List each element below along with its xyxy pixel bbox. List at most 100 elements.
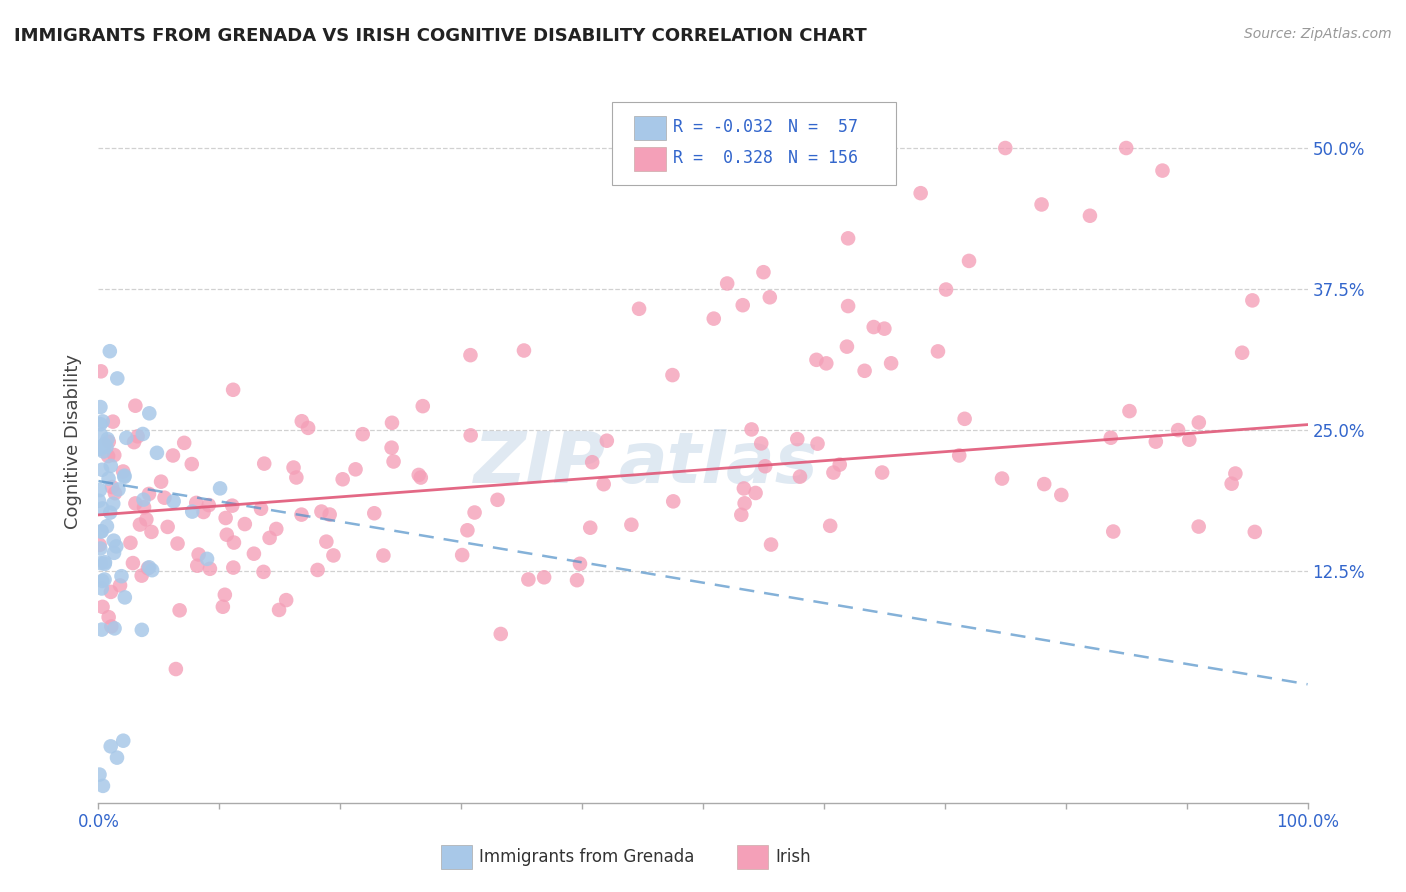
Point	[716, 277, 738, 291]
Point	[290, 508, 312, 522]
Text: Source: ZipAtlas.com: Source: ZipAtlas.com	[1244, 27, 1392, 41]
Point	[1230, 345, 1253, 359]
Point	[1178, 433, 1201, 447]
Point	[91, 501, 114, 516]
Point	[221, 499, 243, 513]
Point	[103, 533, 125, 548]
Point	[90, 364, 112, 378]
Point	[291, 414, 314, 428]
Point	[953, 412, 976, 426]
Point	[141, 524, 163, 539]
Point	[579, 521, 602, 535]
Point	[991, 472, 1014, 486]
Point	[180, 457, 202, 471]
Text: R = -0.032: R = -0.032	[672, 119, 773, 136]
Y-axis label: Cognitive Disability: Cognitive Disability	[65, 354, 83, 529]
Point	[97, 472, 120, 486]
Point	[153, 491, 176, 505]
Point	[749, 436, 772, 450]
Point	[94, 555, 117, 569]
Point	[222, 383, 245, 397]
Point	[124, 399, 146, 413]
Point	[517, 573, 540, 587]
Point	[90, 442, 112, 456]
Point	[91, 414, 114, 428]
Point	[209, 482, 232, 496]
Text: N = 156: N = 156	[787, 149, 858, 168]
Point	[100, 619, 122, 633]
Point	[1115, 141, 1137, 155]
Point	[252, 565, 274, 579]
Point	[806, 436, 828, 450]
Text: Immigrants from Grenada: Immigrants from Grenada	[479, 848, 695, 866]
Text: atlas: atlas	[619, 429, 818, 498]
Point	[620, 517, 643, 532]
Point	[1188, 519, 1211, 533]
Point	[93, 437, 115, 451]
FancyBboxPatch shape	[613, 102, 897, 185]
Point	[90, 556, 112, 570]
Point	[97, 432, 120, 446]
Point	[828, 458, 851, 472]
Point	[100, 585, 122, 599]
Point	[815, 356, 838, 370]
Point	[285, 470, 308, 484]
Point	[581, 455, 603, 469]
Point	[87, 493, 110, 508]
Point	[332, 472, 354, 486]
Point	[114, 468, 136, 483]
Point	[195, 552, 218, 566]
Point	[264, 522, 287, 536]
Point	[1152, 163, 1174, 178]
Point	[1102, 524, 1125, 539]
Point	[187, 548, 209, 562]
Point	[91, 779, 114, 793]
Point	[1225, 467, 1247, 481]
Point	[1167, 423, 1189, 437]
Point	[197, 498, 219, 512]
Point	[101, 415, 124, 429]
Point	[122, 556, 145, 570]
Point	[661, 368, 683, 383]
Point	[409, 470, 432, 484]
Point	[129, 517, 152, 532]
Point	[806, 352, 828, 367]
Point	[568, 557, 591, 571]
Point	[181, 505, 204, 519]
Point	[141, 563, 163, 577]
FancyBboxPatch shape	[737, 845, 768, 870]
Point	[741, 422, 763, 436]
Point	[103, 497, 125, 511]
Point	[957, 253, 980, 268]
Point	[186, 558, 208, 573]
Point	[853, 364, 876, 378]
Point	[994, 141, 1017, 155]
Point	[103, 546, 125, 560]
Point	[233, 517, 256, 532]
Point	[124, 496, 146, 510]
Point	[297, 421, 319, 435]
Point	[731, 298, 754, 312]
Point	[786, 432, 808, 446]
Point	[759, 538, 782, 552]
Point	[460, 348, 482, 362]
Point	[1188, 416, 1211, 430]
Text: Irish: Irish	[776, 848, 811, 866]
Point	[112, 470, 135, 484]
Point	[162, 494, 184, 508]
Point	[456, 523, 478, 537]
Point	[1031, 197, 1053, 211]
Point	[93, 573, 115, 587]
FancyBboxPatch shape	[634, 147, 665, 170]
Point	[91, 599, 114, 614]
Point	[166, 536, 188, 550]
FancyBboxPatch shape	[440, 845, 472, 870]
Point	[1243, 524, 1265, 539]
Point	[862, 320, 884, 334]
Point	[1033, 477, 1056, 491]
Point	[1144, 434, 1167, 449]
Point	[96, 519, 118, 533]
Point	[138, 406, 160, 420]
Point	[165, 662, 187, 676]
Point	[352, 427, 374, 442]
